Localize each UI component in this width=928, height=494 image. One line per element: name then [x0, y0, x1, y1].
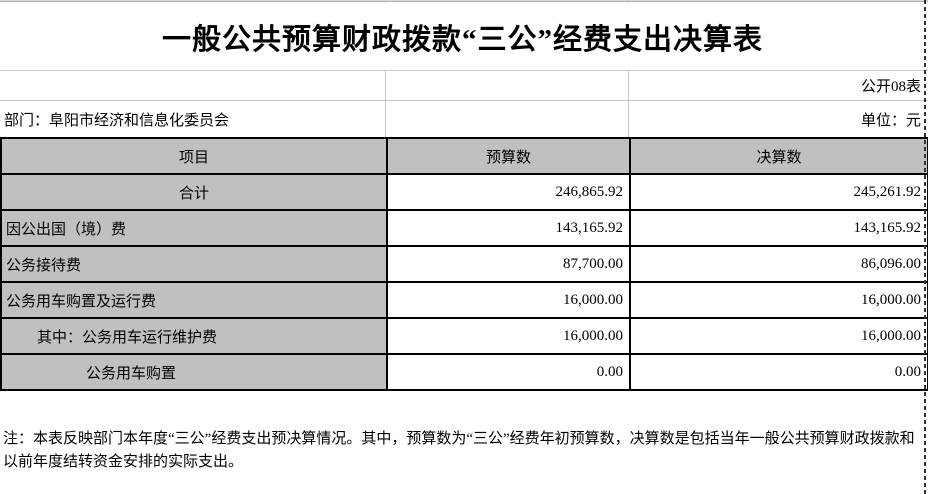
table-row-reception: 公务接待费 87,700.00 86,096.00 — [0, 245, 928, 283]
cell-final-vehicle-purchase: 0.00 — [629, 353, 928, 391]
table-row-vehicle-purchase: 公务用车购置 0.00 0.00 — [0, 353, 928, 391]
page-title: 一般公共预算财政拨款“三公”经费支出决算表 — [161, 23, 763, 56]
gridline-vertical-stub-1 — [385, 0, 386, 3]
page-break-dashed-line — [924, 0, 926, 494]
cell-budget-vehicle-maintenance: 16,000.00 — [386, 317, 631, 355]
header-budget: 预算数 — [386, 137, 631, 175]
cell-item-vehicle-maintenance: 其中：公务用车运行维护费 — [0, 317, 388, 355]
cell-final-reception: 86,096.00 — [629, 245, 928, 283]
cell-item-vehicle-purchase: 公务用车购置 — [0, 353, 388, 391]
cell-item-total: 合计 — [0, 173, 388, 211]
gridline-vertical-2 — [628, 70, 629, 137]
cell-budget-reception: 87,700.00 — [386, 245, 631, 283]
header-final: 决算数 — [629, 137, 928, 175]
gridline-title-bottom — [0, 70, 928, 71]
gridline-vertical-1 — [385, 70, 386, 137]
department-row: 部门：阜阳市经济和信息化委员会 单位：元 — [0, 101, 925, 137]
cell-final-vehicle: 16,000.00 — [629, 281, 928, 319]
cell-final-total: 245,261.92 — [629, 173, 928, 211]
table-code-row: 公开08表 — [0, 71, 925, 100]
cell-budget-vehicle: 16,000.00 — [386, 281, 631, 319]
gridline-code-bottom — [0, 100, 928, 101]
footnote-text: 注：本表反映部门本年度“三公”经费支出预决算情况。其中，预算数为“三公”经费年初… — [3, 431, 915, 470]
table-row-abroad: 因公出国（境）费 143,165.92 143,165.92 — [0, 209, 928, 247]
table-row-vehicle: 公务用车购置及运行费 16,000.00 16,000.00 — [0, 281, 928, 319]
cell-final-abroad: 143,165.92 — [629, 209, 928, 247]
cell-budget-abroad: 143,165.92 — [386, 209, 631, 247]
department-label: 部门：阜阳市经济和信息化委员会 — [4, 112, 230, 129]
unit-label: 单位：元 — [860, 112, 921, 129]
header-item: 项目 — [0, 137, 388, 175]
table-row-total: 合计 246,865.92 245,261.92 — [0, 173, 928, 211]
table-code-label: 公开08表 — [860, 79, 921, 95]
table-header-row: 项目 预算数 决算数 — [0, 137, 928, 175]
cell-budget-total: 246,865.92 — [386, 173, 631, 211]
cell-final-vehicle-maintenance: 16,000.00 — [629, 317, 928, 355]
cell-item-reception: 公务接待费 — [0, 245, 388, 283]
cell-item-abroad: 因公出国（境）费 — [0, 209, 388, 247]
table-row-vehicle-maintenance: 其中：公务用车运行维护费 16,000.00 16,000.00 — [0, 317, 928, 355]
expense-table: 项目 预算数 决算数 合计 246,865.92 245,261.92 因公出国… — [0, 137, 928, 391]
footnote: 注：本表反映部门本年度“三公”经费支出预决算情况。其中，预算数为“三公”经费年初… — [3, 411, 922, 491]
cell-item-vehicle: 公务用车购置及运行费 — [0, 281, 388, 319]
partial-row-sliver — [0, 0, 928, 2]
gridline-vertical-stub-2 — [628, 0, 629, 3]
cell-budget-vehicle-purchase: 0.00 — [386, 353, 631, 391]
